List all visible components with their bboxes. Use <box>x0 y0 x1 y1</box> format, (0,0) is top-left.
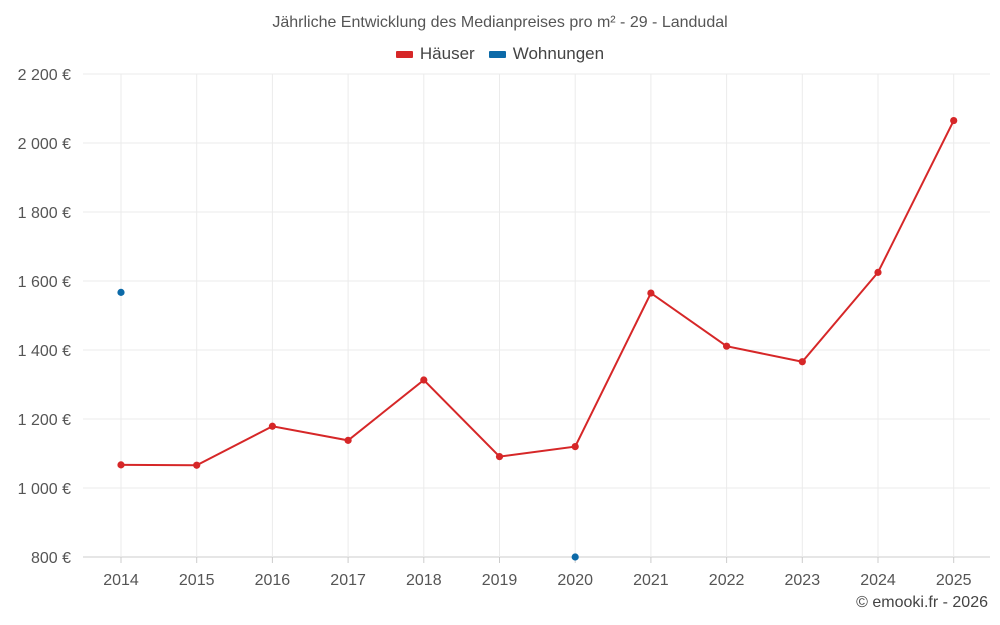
x-tick-label: 2025 <box>936 572 972 589</box>
legend-label-haeuser: Häuser <box>419 44 475 63</box>
data-point-haeuser <box>874 268 882 276</box>
data-point-haeuser <box>798 358 806 366</box>
copyright-notice: © emooki.fr - 2026 <box>856 594 988 611</box>
y-tick-label: 1 000 € <box>18 481 71 498</box>
x-tick-label: 2019 <box>482 572 518 589</box>
data-point-wohnungen <box>117 288 125 296</box>
data-point-haeuser <box>495 453 504 461</box>
y-tick-label: 2 200 € <box>18 67 71 84</box>
y-tick-label: 1 800 € <box>18 205 71 222</box>
data-point-wohnungen <box>571 553 579 561</box>
data-point-haeuser <box>950 116 958 125</box>
y-tick-label: 800 € <box>31 550 71 567</box>
legend-swatch-wohnungen <box>488 50 506 58</box>
legend-item-wohnungen[interactable]: Wohnungen <box>488 44 605 64</box>
legend-item-haeuser[interactable]: Häuser <box>395 44 475 64</box>
data-point-haeuser <box>420 376 428 384</box>
series-line-haeuser <box>120 120 955 467</box>
y-tick-label: 1 600 € <box>18 274 71 291</box>
data-point-haeuser <box>268 422 276 430</box>
legend-label-wohnungen: Wohnungen <box>512 44 605 63</box>
x-tick-label: 2018 <box>406 572 442 589</box>
legend-swatch-haeuser <box>395 50 413 58</box>
x-tick-label: 2017 <box>330 572 366 589</box>
data-point-haeuser <box>723 342 731 350</box>
data-point-haeuser <box>647 289 655 297</box>
x-tick-label: 2016 <box>255 572 291 589</box>
x-tick-label: 2022 <box>709 572 745 589</box>
x-tick-label: 2020 <box>557 572 593 589</box>
y-tick-label: 2 000 € <box>18 136 71 153</box>
data-point-haeuser <box>344 436 352 444</box>
x-tick-label: 2023 <box>785 572 821 589</box>
x-tick-label: 2021 <box>633 572 669 589</box>
x-tick-label: 2015 <box>179 572 215 589</box>
chart-legend: Häuser Wohnungen <box>0 44 1000 64</box>
data-point-haeuser <box>117 461 125 469</box>
x-tick-label: 2014 <box>103 572 139 589</box>
y-tick-label: 1 200 € <box>18 412 71 429</box>
x-tick-label: 2024 <box>860 572 896 589</box>
y-tick-label: 1 400 € <box>18 343 71 360</box>
data-point-haeuser <box>571 443 579 451</box>
data-point-haeuser <box>193 461 201 469</box>
chart-title: Jährliche Entwicklung des Medianpreises … <box>272 14 728 31</box>
